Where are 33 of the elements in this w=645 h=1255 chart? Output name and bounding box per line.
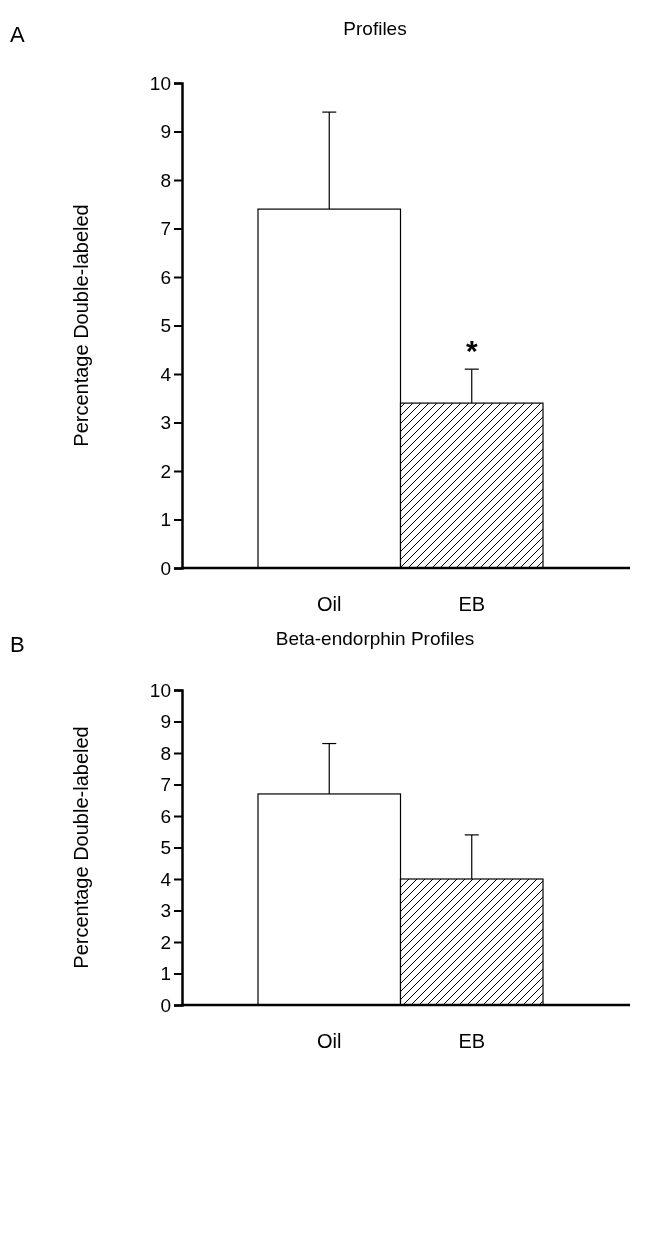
- y-tick-label: 9: [160, 121, 171, 143]
- y-tick-label: 4: [160, 868, 172, 890]
- y-tick-label: 9: [160, 711, 171, 733]
- y-tick-label: 2: [160, 931, 171, 953]
- y-tick-label: 3: [160, 900, 171, 922]
- y-axis-title: Percentage Double-labeled: [70, 726, 92, 969]
- y-tick-label: 2: [160, 460, 171, 482]
- y-tick-label: 3: [160, 412, 171, 434]
- y-tick-label: 7: [160, 218, 171, 240]
- y-tick-label: 0: [160, 557, 171, 579]
- y-tick-label: 6: [160, 266, 171, 288]
- y-tick-label: 8: [160, 169, 171, 191]
- y-tick-label: 8: [160, 742, 171, 764]
- chart-title: Beta-endorphin Profiles: [275, 628, 475, 649]
- y-tick-label: 1: [160, 963, 171, 985]
- y-axis-title: Percentage Double-labeled: [70, 204, 92, 447]
- y-tick-label: 0: [160, 994, 171, 1016]
- y-tick-label: 10: [149, 679, 171, 701]
- chart-title: Profiles: [343, 18, 407, 39]
- y-tick-label: 10: [149, 72, 171, 94]
- y-tick-label: 1: [160, 509, 171, 531]
- y-tick-label: 6: [160, 805, 171, 827]
- x-tick-label: EB: [458, 593, 486, 615]
- x-tick-label: Oil: [317, 593, 342, 615]
- y-tick-label: 5: [160, 837, 171, 859]
- text: B: [10, 632, 25, 657]
- x-tick-label: EB: [458, 1030, 486, 1052]
- text: A: [10, 22, 25, 47]
- y-tick-label: 5: [160, 315, 171, 337]
- annotation: *: [465, 334, 478, 368]
- y-tick-label: 4: [160, 363, 172, 385]
- y-tick-label: 7: [160, 774, 171, 796]
- x-tick-label: Oil: [317, 1030, 342, 1052]
